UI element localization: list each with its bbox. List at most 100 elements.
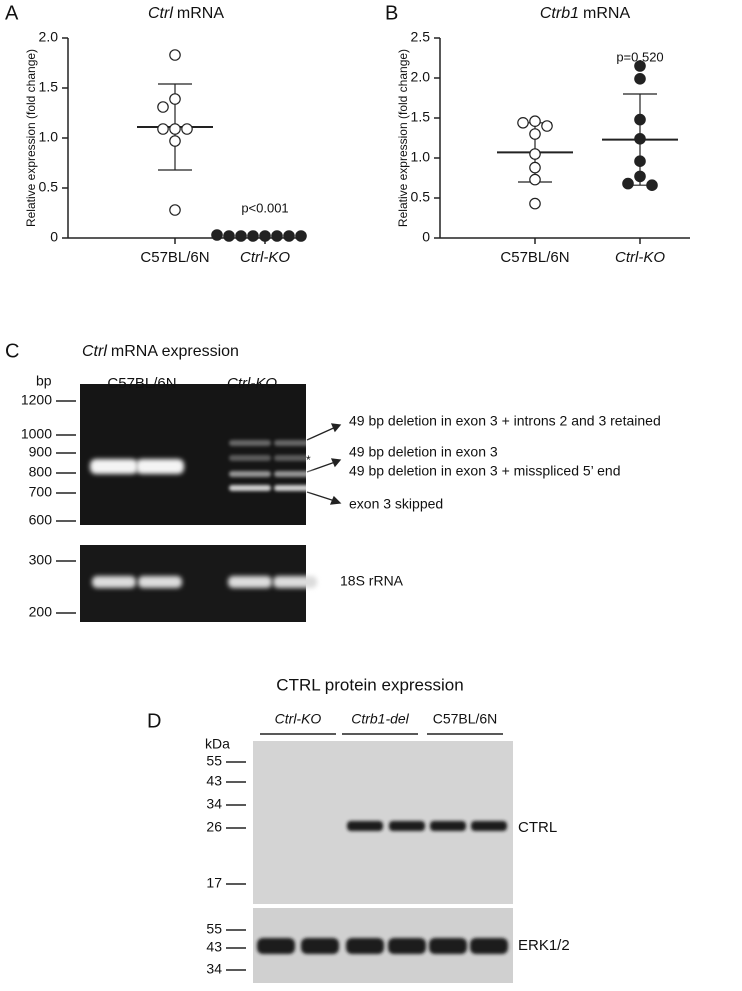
data-point: [634, 60, 646, 72]
band: [229, 455, 271, 461]
band-note: 49 bp deletion in exon 3 + introns 2 and…: [349, 413, 661, 429]
lane-label: Ctrb1-del: [351, 711, 409, 727]
marker-label: 900: [29, 444, 53, 460]
marker-label: 1000: [21, 426, 52, 442]
data-point: [529, 173, 541, 186]
data-point: [235, 230, 247, 242]
band: [257, 938, 295, 954]
y-tick-label: 1.0: [39, 129, 59, 145]
data-point: [634, 133, 646, 145]
blot-label: CTRL: [518, 819, 557, 836]
band: [138, 576, 182, 588]
y-tick-label: 2.0: [39, 29, 59, 45]
data-point: [283, 230, 295, 242]
data-point: [223, 230, 235, 242]
data-point: [169, 49, 181, 61]
band: [470, 938, 508, 954]
lane-label: C57BL/6N: [107, 375, 176, 392]
data-point: [169, 123, 181, 135]
gel-upper: [80, 384, 306, 525]
band: [346, 938, 384, 954]
x-tick-label: C57BL/6N: [500, 249, 569, 266]
marker-label: 700: [29, 484, 53, 500]
y-tick-label: 0.5: [39, 179, 59, 195]
title-text: mRNA: [177, 5, 224, 22]
data-point: [622, 177, 634, 190]
marker-label: 17: [206, 875, 222, 891]
marker-label: 43: [206, 939, 222, 955]
data-point: [157, 123, 169, 135]
band: [347, 821, 383, 831]
data-point: [646, 179, 658, 191]
data-point: [517, 117, 529, 129]
marker-label: 26: [206, 819, 222, 835]
gel-label: 18S rRNA: [340, 573, 404, 589]
marker-label: 200: [29, 604, 53, 620]
y-tick-label: 1.5: [39, 79, 59, 95]
data-point: [529, 115, 541, 127]
panel-letter: A: [5, 2, 19, 24]
marker-label: 800: [29, 464, 53, 480]
band: [429, 938, 467, 954]
lane-label: Ctrl-KO: [275, 711, 322, 727]
marker-label: 34: [206, 961, 222, 977]
marker-label: 600: [29, 512, 53, 528]
band: [228, 576, 272, 588]
blot-label: ERK1/2: [518, 937, 570, 954]
data-point: [529, 148, 541, 160]
data-point: [211, 229, 223, 241]
data-point: [634, 73, 646, 85]
data-point: [529, 161, 541, 174]
band: [274, 485, 316, 491]
lane-label: C57BL/6N: [433, 711, 498, 727]
band: [90, 459, 138, 474]
data-point: [169, 135, 181, 147]
marker-label: 43: [206, 773, 222, 789]
data-point: [529, 197, 541, 210]
band: [389, 821, 425, 831]
data-point: [169, 93, 181, 105]
y-axis-label: Relative expression (fold change): [24, 49, 38, 227]
band-note: 49 bp deletion in exon 3: [349, 444, 498, 460]
data-point: [295, 230, 307, 242]
y-tick-label: 1.0: [411, 149, 431, 165]
band: [229, 485, 271, 491]
x-tick-label: C57BL/6N: [140, 249, 209, 266]
data-point: [169, 204, 181, 216]
band: [301, 938, 339, 954]
y-axis-label: Relative expression (fold change): [396, 49, 410, 227]
blot-title: CTRL protein expression: [276, 675, 463, 694]
x-tick-label: Ctrl-KO: [615, 249, 665, 266]
y-tick-label: 2.0: [411, 69, 431, 85]
title-italic: Ctrl: [82, 343, 107, 360]
panel-letter: D: [147, 710, 161, 732]
panel-letter: B: [385, 2, 398, 24]
data-point: [259, 230, 271, 242]
title-italic: Ctrb1: [540, 5, 579, 22]
annotation: p<0.001: [241, 200, 288, 215]
data-point: [181, 123, 193, 135]
band: [229, 471, 271, 477]
band: [274, 455, 316, 461]
band: [471, 821, 507, 831]
title: Ctrb1 mRNA: [540, 5, 631, 22]
lane-label: Ctrl-KO: [227, 375, 277, 392]
title-text: mRNA expression: [111, 343, 239, 360]
band: [274, 440, 316, 446]
data-point: [634, 155, 646, 167]
marker-label: 34: [206, 796, 222, 812]
blot-upper: [253, 741, 513, 904]
unit: bp: [36, 373, 52, 389]
band-note: 49 bp deletion in exon 3 + misspliced 5’…: [349, 463, 621, 479]
data-point: [271, 230, 283, 242]
band: [274, 471, 316, 477]
y-tick-label: 0: [422, 229, 430, 245]
title: Ctrl mRNA expression: [82, 343, 239, 360]
band: [229, 440, 271, 446]
arrows: [306, 423, 342, 505]
band: [92, 576, 136, 588]
band: [136, 459, 184, 474]
data-point: [541, 120, 553, 132]
data-point: [529, 128, 541, 140]
